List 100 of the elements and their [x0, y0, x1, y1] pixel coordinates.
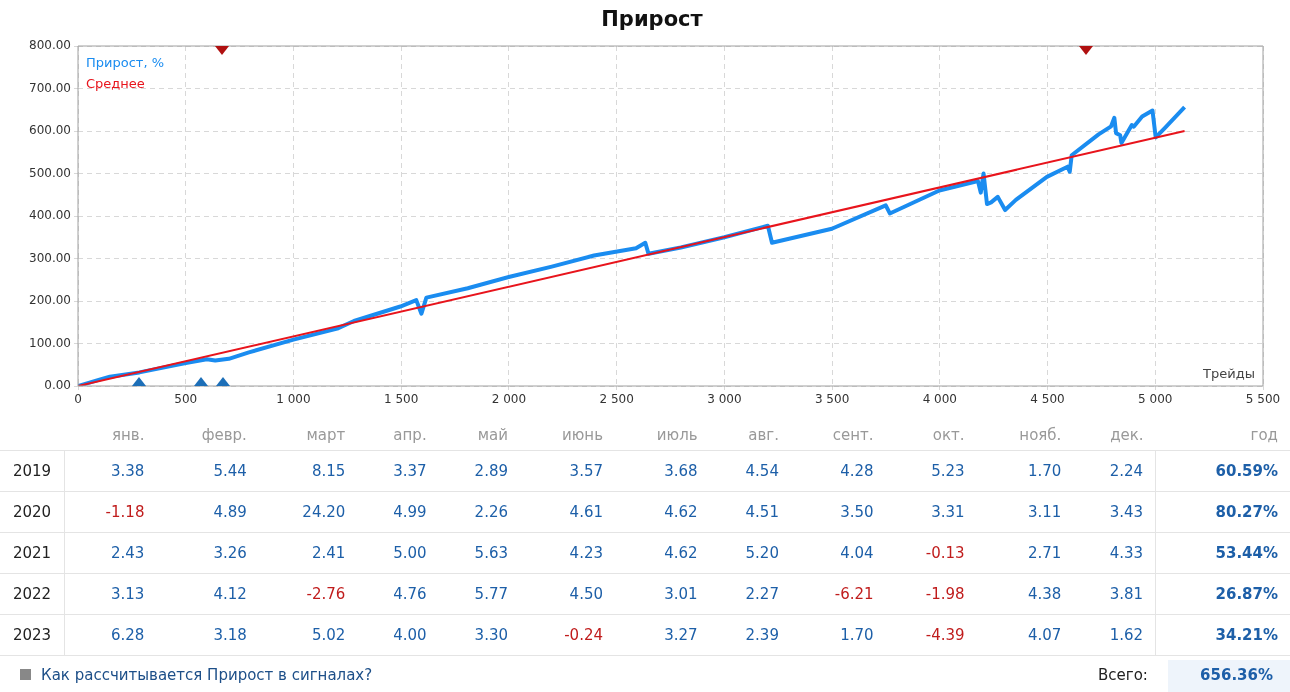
data-label: 4.00	[357, 614, 439, 656]
data-label: 3.68	[615, 450, 710, 492]
data-label: 4.51	[709, 491, 791, 533]
data-label: 3.26	[156, 532, 259, 574]
data-label: 3.13	[64, 573, 157, 615]
data-label: 4.89	[156, 491, 259, 533]
data-label: 3.38	[64, 450, 157, 492]
text: 656.36%	[1200, 666, 1273, 684]
x-axis-title: Трейды	[1202, 366, 1255, 382]
x-tick-label: апр.	[357, 420, 439, 451]
data-label: 4.38	[976, 573, 1074, 615]
data-label: 3.50	[790, 491, 886, 533]
data-label: 3.11	[976, 491, 1074, 533]
data-label: 4.62	[615, 532, 710, 574]
x-tick-label: авг.	[709, 420, 791, 451]
data-label: 4.23	[520, 532, 615, 574]
data-label: 4.07	[976, 614, 1074, 656]
data-label: 3.31	[885, 491, 977, 533]
x-tick-label: 0	[74, 392, 82, 407]
data-label: 4.12	[156, 573, 259, 615]
data-label: 2.41	[258, 532, 358, 574]
data-label: 3.27	[615, 614, 710, 656]
text: Как рассчитывается Прирост в сигналах?	[41, 666, 373, 684]
data-label: 24.20	[258, 491, 358, 533]
data-label: 2.71	[976, 532, 1074, 574]
y-tick-label: 0.00	[44, 378, 71, 393]
data-label: 3.30	[438, 614, 520, 656]
y-tick-label: 2021	[0, 532, 65, 574]
data-label: 80.27%	[1155, 491, 1290, 533]
data-label: 4.50	[520, 573, 615, 615]
text: Прирост, %	[86, 54, 165, 72]
y-tick-label: 300.00	[29, 250, 71, 265]
data-label: 5.77	[438, 573, 520, 615]
x-tick-label: 4 500	[1030, 392, 1065, 407]
data-label: 1.62	[1073, 614, 1156, 656]
data-label: 5.23	[885, 450, 977, 492]
x-tick-label: 5 000	[1138, 392, 1173, 407]
x-tick-label: 2 000	[491, 392, 527, 407]
x-tick-label: 500	[174, 392, 198, 407]
data-label: 26.87%	[1155, 573, 1290, 615]
y-tick-label: 400.00	[29, 208, 71, 223]
chart-title: Прирост	[601, 7, 704, 32]
data-label: -4.39	[885, 614, 977, 656]
data-label: 3.81	[1073, 573, 1156, 615]
x-tick-label: февр.	[156, 420, 259, 451]
data-label: 2.26	[438, 491, 520, 533]
x-tick-label: 4 000	[922, 392, 957, 407]
y-tick-label: 600.00	[29, 123, 71, 138]
x-tick-label: 5 500	[1245, 392, 1281, 407]
data-label: 5.00	[357, 532, 439, 574]
x-tick-label: дек.	[1073, 420, 1156, 451]
y-tick-label: 200.00	[29, 293, 71, 308]
data-label: 4.61	[520, 491, 615, 533]
data-label: 4.33	[1073, 532, 1156, 574]
data-label: 5.44	[156, 450, 259, 492]
data-label: -6.21	[790, 573, 886, 615]
data-label: 53.44%	[1155, 532, 1290, 574]
x-tick-label: 2 500	[599, 392, 634, 407]
data-label: 3.57	[520, 450, 615, 492]
y-tick-label: 500.00	[29, 165, 71, 180]
text: Среднее	[86, 75, 146, 93]
data-label: 1.70	[790, 614, 886, 656]
data-label: 3.37	[357, 450, 439, 492]
data-label: -1.98	[885, 573, 977, 615]
x-tick-label: сент.	[790, 420, 886, 451]
data-label: 2.43	[64, 532, 157, 574]
x-tick-label: 3 000	[707, 392, 742, 407]
data-label: 60.59%	[1155, 450, 1290, 492]
data-label: 2.27	[709, 573, 791, 615]
data-label: -0.24	[520, 614, 615, 656]
data-label: 4.99	[357, 491, 439, 533]
data-label: 8.15	[258, 450, 358, 492]
text: Всего:	[1098, 666, 1148, 684]
x-tick-label: 1 000	[276, 392, 311, 407]
x-tick-label: июль	[615, 420, 710, 451]
y-tick-label: 800.00	[29, 38, 71, 53]
data-label: -1.18	[64, 491, 157, 533]
x-tick-label: май	[438, 420, 520, 451]
x-tick-label: янв.	[64, 420, 157, 451]
data-label: 5.63	[438, 532, 520, 574]
data-label: 5.02	[258, 614, 358, 656]
data-label: 5.20	[709, 532, 791, 574]
x-tick-label: окт.	[885, 420, 977, 451]
x-tick-label: март	[258, 420, 358, 451]
y-tick-label: 2022	[0, 573, 65, 615]
x-tick-label: июнь	[520, 420, 615, 451]
data-label: 4.28	[790, 450, 886, 492]
x-tick-label: нояб.	[976, 420, 1074, 451]
data-label: -2.76	[258, 573, 358, 615]
data-label: 1.70	[976, 450, 1074, 492]
y-tick-label: 100.00	[29, 335, 71, 350]
x-tick-label: 3 500	[814, 392, 850, 407]
y-tick-label: 2020	[0, 491, 65, 533]
y-tick-label: 2023	[0, 614, 65, 656]
data-label: 4.76	[357, 573, 439, 615]
data-label: 4.04	[790, 532, 886, 574]
data-label: 34.21%	[1155, 614, 1290, 656]
data-label: 4.62	[615, 491, 710, 533]
data-label: 3.43	[1073, 491, 1156, 533]
y-tick-label: 2019	[0, 450, 65, 492]
